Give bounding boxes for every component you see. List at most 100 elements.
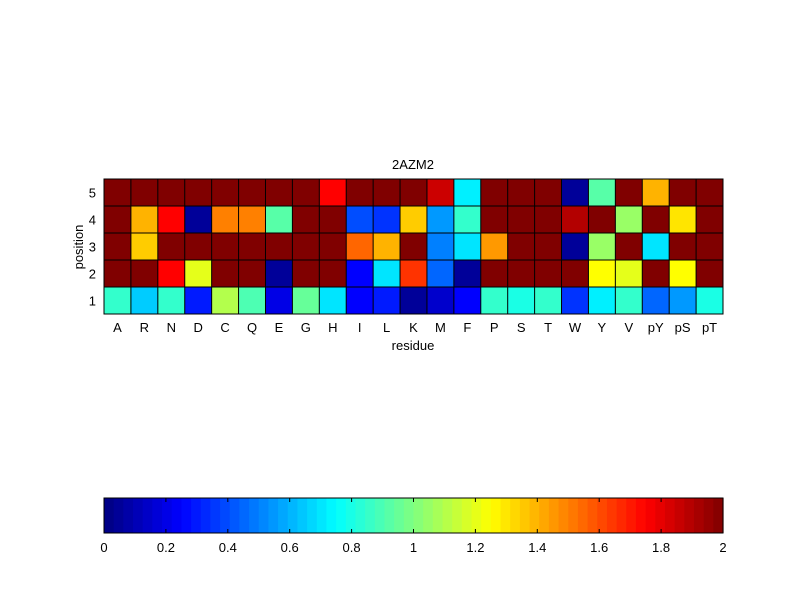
colorbar-segment	[558, 498, 569, 533]
heatmap-cell	[212, 260, 239, 287]
x-tick-label: E	[275, 320, 284, 335]
heatmap-frame	[103, 178, 724, 315]
x-tick-label: D	[194, 320, 203, 335]
x-tick-label: F	[463, 320, 471, 335]
colorbar-segment	[461, 498, 473, 533]
colorbar-segment	[152, 498, 163, 533]
heatmap-cell	[319, 206, 346, 233]
colorbar-segment	[142, 498, 153, 533]
heatmap-cell	[454, 260, 481, 287]
heatmap-cell	[481, 260, 508, 287]
heatmap-cell	[669, 287, 696, 314]
heatmap-cell	[508, 287, 535, 314]
heatmap-cell	[212, 233, 239, 260]
heatmap-cell	[562, 206, 588, 233]
y-tick-label: 5	[89, 186, 96, 201]
colorbar-tick-label: 1.2	[466, 540, 484, 555]
colorbar-segment	[548, 498, 560, 533]
y-tick-label: 2	[89, 267, 96, 282]
heatmap-cell	[615, 287, 642, 314]
colorbar-segment	[403, 498, 415, 533]
colorbar-segment	[249, 498, 260, 533]
heatmap-cell	[696, 287, 723, 314]
x-tick-label: A	[113, 320, 122, 335]
colorbar-segment	[278, 498, 289, 533]
x-tick-label: M	[435, 320, 446, 335]
heatmap-cell	[104, 206, 131, 233]
heatmap-cell	[265, 260, 292, 287]
heatmap-cell	[562, 260, 588, 287]
heatmap-cell	[454, 287, 481, 314]
heatmap-cell	[696, 260, 723, 287]
colorbar-segment	[500, 498, 511, 533]
heatmap-cell	[239, 179, 265, 206]
colorbar-segment	[655, 498, 666, 533]
colorbar-segment	[606, 498, 618, 533]
heatmap-cell	[427, 206, 454, 233]
y-tick-label: 1	[89, 294, 96, 309]
heatmap-cell	[346, 179, 373, 206]
colorbar-tick-label: 0.6	[281, 540, 299, 555]
heatmap-cell	[239, 260, 265, 287]
heatmap-cell	[131, 233, 158, 260]
colorbar-segment	[336, 498, 347, 533]
x-tick-label: P	[490, 320, 499, 335]
heatmap-cell	[427, 287, 454, 314]
heatmap-cell	[131, 287, 158, 314]
colorbar-tick-label: 0.4	[219, 540, 237, 555]
chart-title: 2AZM2	[392, 157, 434, 172]
heatmap-cell	[588, 206, 615, 233]
colorbar-segment	[713, 498, 724, 533]
heatmap-cell	[212, 287, 239, 314]
heatmap-cell	[239, 206, 265, 233]
heatmap-cell	[104, 287, 131, 314]
colorbar-tick-label: 2	[719, 540, 726, 555]
heatmap-cell	[131, 260, 158, 287]
colorbar-segment	[616, 498, 627, 533]
colorbar-segment	[326, 498, 337, 533]
colorbar-segment	[423, 498, 434, 533]
x-tick-label: W	[569, 320, 582, 335]
heatmap-cell	[481, 287, 508, 314]
heatmap-cell	[158, 287, 185, 314]
x-tick-label: L	[383, 320, 390, 335]
heatmap-cell	[292, 260, 319, 287]
colorbar-segment	[123, 498, 134, 533]
heatmap-cell	[427, 179, 454, 206]
heatmap-cell	[158, 260, 185, 287]
heatmap-cell	[185, 233, 212, 260]
heatmap-cell	[373, 206, 400, 233]
colorbar-segment	[674, 498, 685, 533]
x-tick-label: V	[624, 320, 633, 335]
colorbar-tick-label: 1	[410, 540, 417, 555]
colorbar-segment	[133, 498, 144, 533]
colorbar-segment	[626, 498, 637, 533]
heatmap-cell	[642, 179, 669, 206]
colorbar-segment	[597, 498, 608, 533]
heatmap-cell	[508, 260, 535, 287]
colorbar-tick-label: 0.2	[157, 540, 175, 555]
heatmap-cell	[615, 206, 642, 233]
x-tick-label: C	[220, 320, 229, 335]
heatmap-cell	[346, 260, 373, 287]
x-tick-label: I	[358, 320, 362, 335]
colorbar-segment	[229, 498, 240, 533]
colorbar-segment	[539, 498, 550, 533]
heatmap-cell	[265, 179, 292, 206]
heatmap-cell	[669, 260, 696, 287]
heatmap-cell	[265, 287, 292, 314]
heatmap-cell	[292, 179, 319, 206]
heatmap-cell	[239, 233, 265, 260]
x-tick-label: Q	[247, 320, 257, 335]
heatmap-cell	[400, 233, 427, 260]
colorbar-segment	[394, 498, 405, 533]
colorbar	[104, 498, 724, 533]
heatmap-cell	[185, 287, 212, 314]
heatmap-cell	[615, 260, 642, 287]
x-tick-label: R	[140, 320, 149, 335]
colorbar-segment	[510, 498, 521, 533]
x-tick-label: pT	[702, 320, 717, 335]
heatmap-cell	[508, 233, 535, 260]
heatmap-cell	[508, 206, 535, 233]
